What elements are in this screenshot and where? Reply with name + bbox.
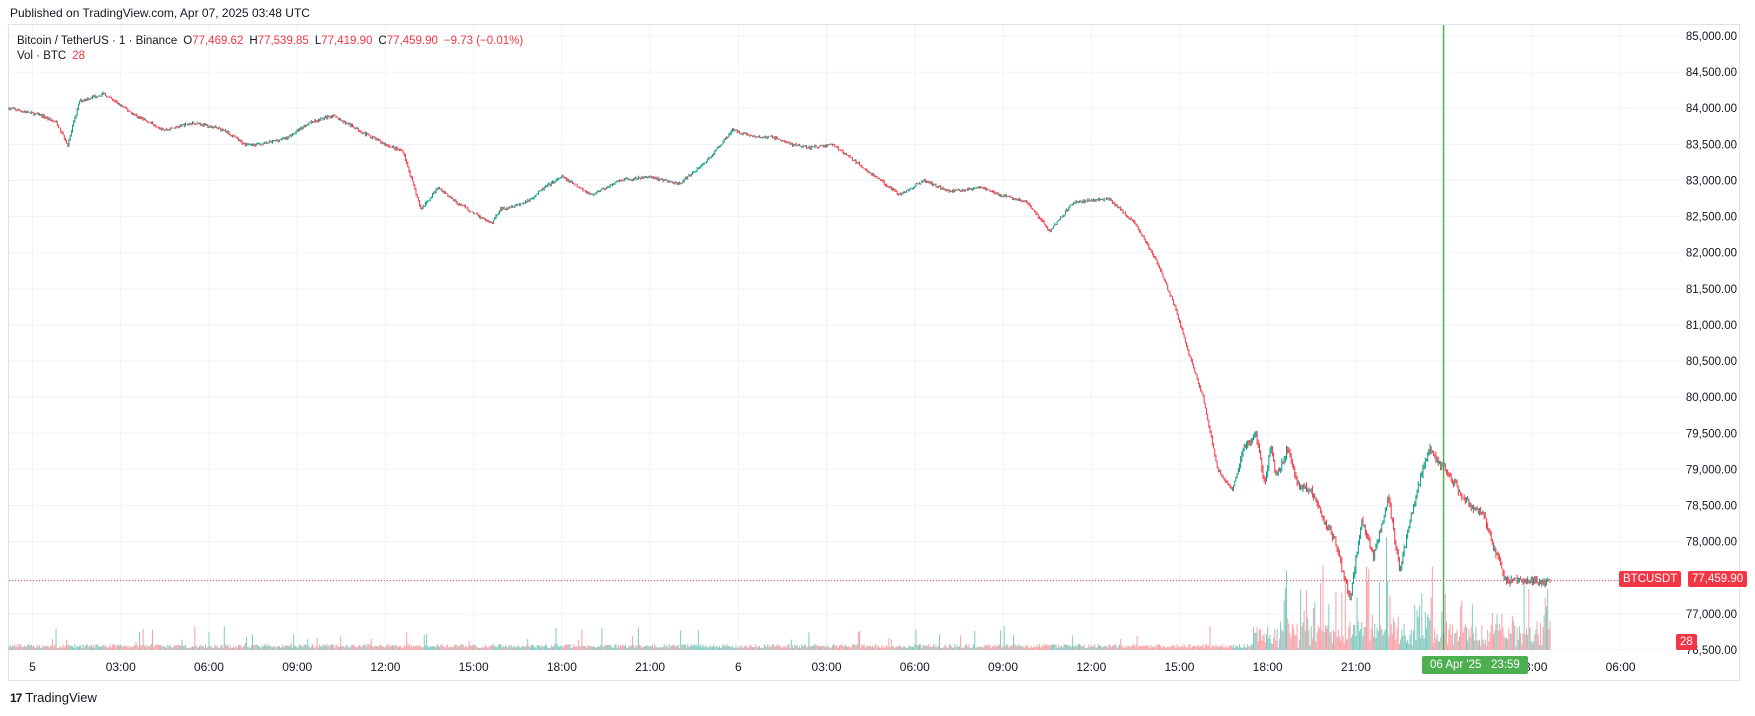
price-axis-label: 83,500.00 (1686, 139, 1737, 151)
price-axis-label: 82,000.00 (1686, 248, 1737, 260)
symbol-tag: BTCUSDT (1619, 571, 1682, 587)
open-label: O (183, 35, 193, 47)
price-axis-label: 81,000.00 (1686, 320, 1737, 332)
time-axis-label: 5 (29, 660, 36, 674)
price-axis-label: 82,500.00 (1686, 212, 1737, 224)
crosshair-date-tag: 06 Apr '25 23:59 (1422, 656, 1528, 674)
tradingview-logo: 17 (10, 690, 22, 705)
price-axis-label: 77,000.00 (1686, 609, 1737, 621)
open-value: 77,469.62 (192, 35, 244, 47)
change-value: −9.73 (−0.01%) (443, 35, 524, 47)
price-series (8, 91, 1551, 601)
chart-grid (9, 25, 1680, 651)
price-axis-label: 84,500.00 (1686, 67, 1737, 79)
price-axis-label: 80,000.00 (1686, 392, 1737, 404)
time-axis-label: 06:00 (900, 660, 930, 674)
price-axis-label: 76,500.00 (1686, 645, 1737, 657)
time-axis-label: 18:00 (547, 660, 577, 674)
price-axis-label: 78,000.00 (1686, 537, 1737, 549)
time-axis-label: 18:00 (1253, 660, 1283, 674)
time-axis-label: 15:00 (459, 660, 489, 674)
time-axis-label: 12:00 (370, 660, 400, 674)
time-axis-label: 09:00 (988, 660, 1018, 674)
close-value: 77,459.90 (386, 35, 438, 47)
crosshair-time: 23:59 (1491, 659, 1520, 671)
volume-tag: 28 (1676, 634, 1697, 650)
low-value: 77,419.90 (321, 35, 373, 47)
high-label: H (249, 35, 258, 47)
published-caption: Published on TradingView.com, Apr 07, 20… (10, 6, 310, 20)
price-axis-label: 79,500.00 (1686, 428, 1737, 440)
high-value: 77,539.85 (257, 35, 309, 47)
price-tag: 77,459.90 (1688, 571, 1748, 587)
price-axis: 85,000.00 84,500.00 84,000.00 83,500.00 83,0… (1686, 31, 1737, 657)
brand-name: TradingView (25, 690, 97, 705)
chart-frame[interactable] (8, 24, 1740, 681)
symbol-name[interactable]: Bitcoin / TetherUS · 1 · Binance (17, 35, 178, 47)
time-axis-label: 15:00 (1164, 660, 1194, 674)
price-axis-label: 84,000.00 (1686, 103, 1737, 115)
tradingview-footer[interactable]: 17 TradingView (10, 690, 97, 705)
close-label: C (378, 35, 387, 47)
price-axis-label: 85,000.00 (1686, 31, 1737, 43)
time-axis-label: 09:00 (282, 660, 312, 674)
price-axis-label: 81,500.00 (1686, 284, 1737, 296)
price-axis-label: 80,500.00 (1686, 356, 1737, 368)
volume-value: 28 (72, 50, 86, 62)
time-axis-label: 03:00 (812, 660, 842, 674)
volume-bars (8, 537, 1551, 650)
time-axis-label: 21:00 (1341, 660, 1371, 674)
price-axis-label: 78,500.00 (1686, 501, 1737, 513)
time-axis-label: 03:00 (106, 660, 136, 674)
chart-legend: Bitcoin / TetherUS · 1 · Binance O77,469.… (17, 34, 523, 64)
time-axis-label: 21:00 (635, 660, 665, 674)
time-axis-label: 06:00 (1606, 660, 1636, 674)
time-axis: 5 03:00 06:00 09:00 12:00 15:00 18:00 21:00 6 03:… (29, 660, 1636, 674)
time-axis-label: 6 (735, 660, 742, 674)
price-axis-label: 79,000.00 (1686, 464, 1737, 476)
volume-label[interactable]: Vol · BTC (17, 50, 67, 62)
low-label: L (314, 35, 322, 47)
time-axis-label: 06:00 (194, 660, 224, 674)
price-axis-label: 83,000.00 (1686, 175, 1737, 187)
crosshair-date: 06 Apr '25 (1430, 659, 1482, 671)
time-axis-label: 12:00 (1076, 660, 1106, 674)
